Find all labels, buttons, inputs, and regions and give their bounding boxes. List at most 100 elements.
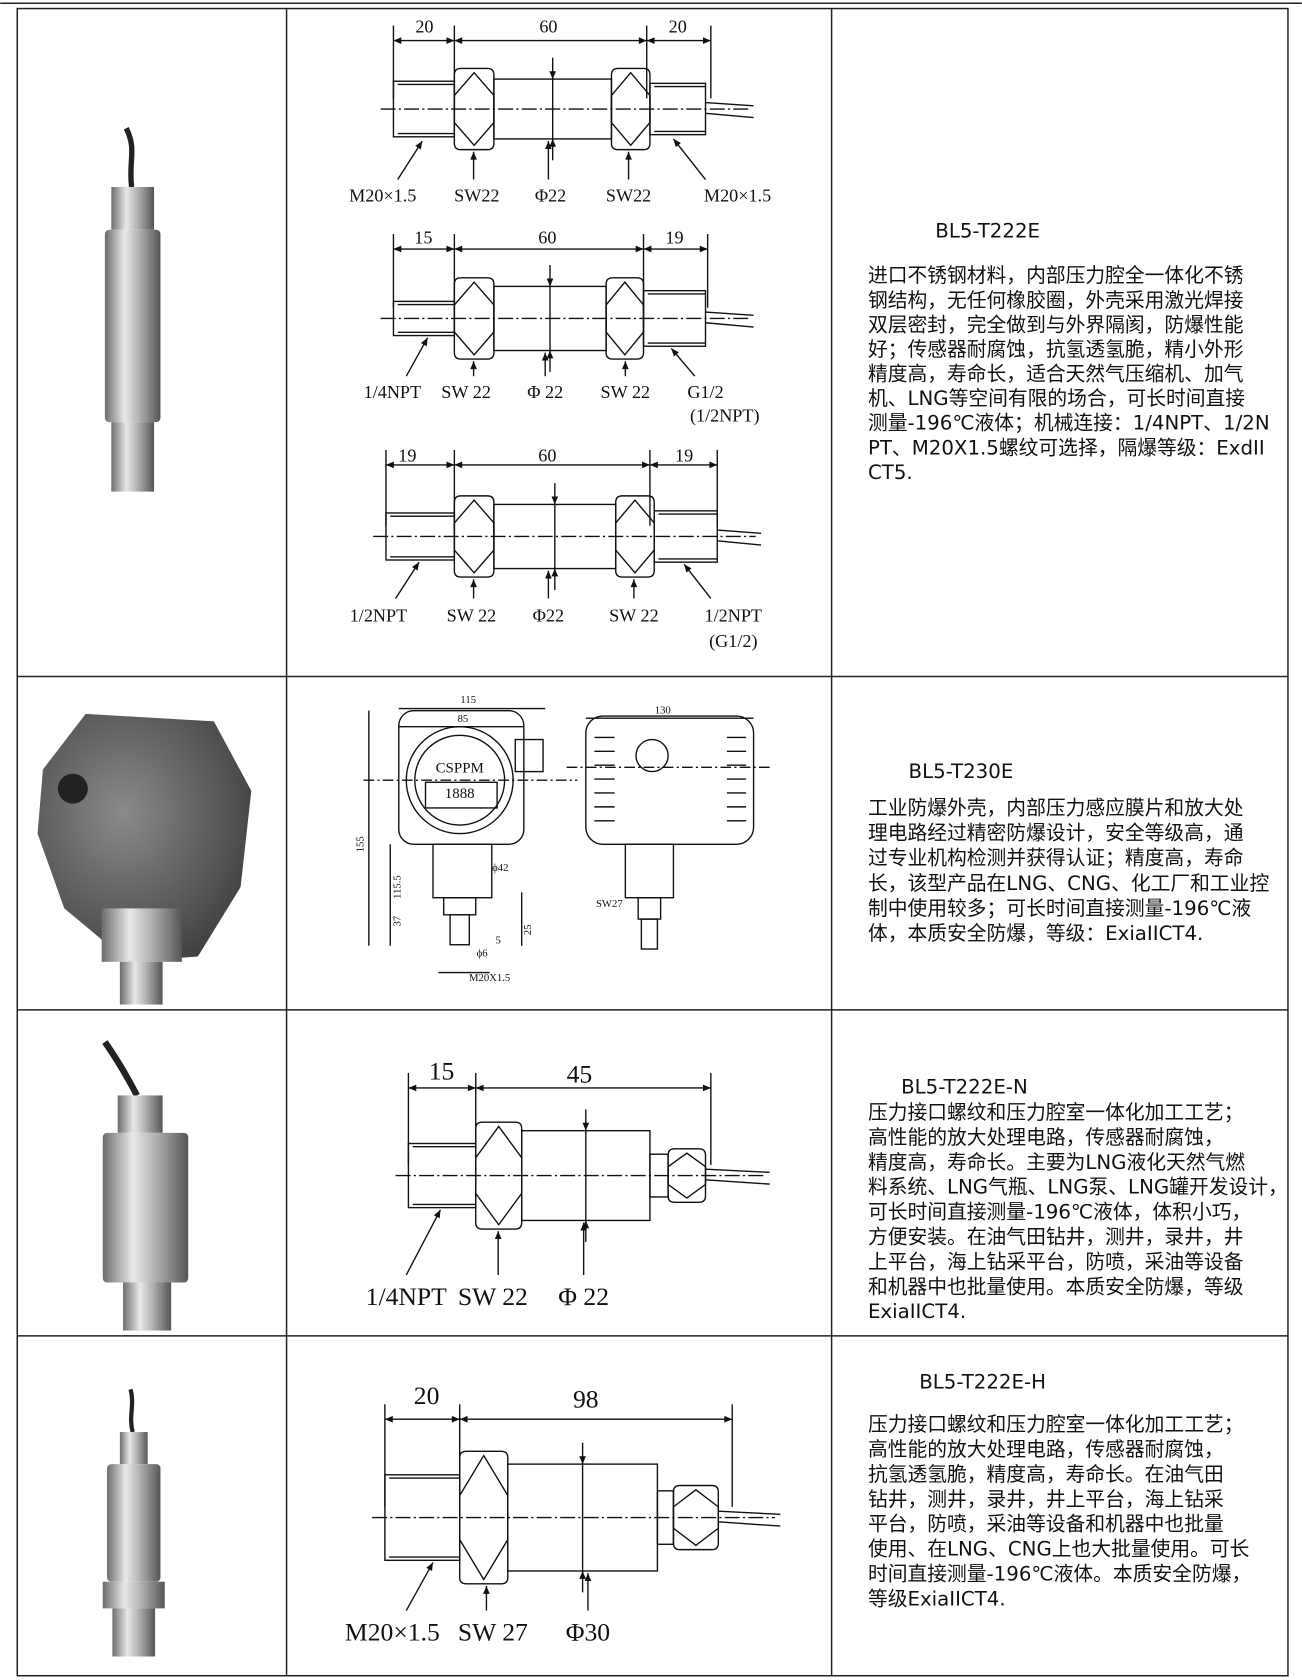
hex-face	[453, 499, 495, 574]
dimension-label: 130	[655, 705, 671, 717]
neck	[432, 843, 493, 899]
drawing-line	[705, 1179, 770, 1185]
description-line: 制中使用较多；可长时间直接测量-196℃液	[868, 897, 1252, 920]
description-line: 钻井，测井，录井，井上平台，海上钻采	[868, 1488, 1224, 1511]
arrow-head	[549, 71, 557, 80]
description-line: 高性能的放大处理电路，传感器耐腐蚀，	[868, 1126, 1224, 1149]
photo-1	[104, 127, 161, 492]
dimension-label: 1888	[445, 786, 475, 802]
descriptions: BL5-T222E 进口不锈钢材料，内部压力腔全一体化不锈钢结构，无任何橡胶圈，外…	[868, 219, 1288, 1610]
dimension-label: 20	[669, 17, 687, 37]
arrow-head	[649, 461, 658, 469]
dimension-label: SW22	[606, 186, 651, 206]
arrow-head	[699, 245, 708, 253]
hex-face	[667, 1152, 707, 1199]
description-line: 和机器中也批量使用。本质安全防爆，等级	[868, 1275, 1244, 1298]
arrow-head	[643, 245, 652, 253]
arrow-head	[393, 37, 402, 44]
arrow-head	[459, 1415, 468, 1423]
hex-face	[453, 281, 495, 356]
dimension-label: 1/2NPT	[350, 606, 408, 626]
description-line: 料系统、LNG气瓶、LNG泵、LNG罐开发设计，	[868, 1176, 1288, 1199]
arrow-head	[494, 1231, 502, 1240]
dimension-label: Φ22	[535, 186, 566, 206]
arrow-head	[635, 245, 644, 253]
arrow-head	[385, 461, 394, 469]
neck-side	[624, 843, 675, 899]
description-line: 压力接口螺纹和压力腔室一体化加工工艺；	[868, 1101, 1244, 1124]
arrow-head	[420, 337, 428, 347]
arrow-head	[724, 1415, 733, 1423]
description-line: 精度高，寿命长，适合天然气压缩机、加气	[868, 363, 1244, 386]
dimension-label: 19	[665, 227, 683, 247]
dimension-label: 98	[573, 1384, 599, 1413]
hex-face	[672, 1488, 720, 1547]
stem	[442, 897, 477, 916]
arrow-head	[433, 1209, 441, 1219]
arrow-head	[551, 496, 559, 505]
dimension-label: 1/2NPT	[705, 606, 763, 626]
arrow-head	[415, 141, 423, 150]
arrow-head	[630, 579, 638, 588]
thread	[449, 914, 471, 946]
dimension-label: Φ30	[566, 1617, 610, 1646]
description-line: 方便安装。在油气田钻井，测井，录井，井	[868, 1226, 1244, 1249]
dimension-label: M20X1.5	[469, 972, 510, 984]
dimension-label: 37	[392, 915, 404, 926]
arrow-head	[702, 1084, 711, 1092]
arrow-head	[483, 1585, 490, 1594]
sensor-part	[407, 1142, 477, 1209]
sensor-drawing: 20 60 20 M20×1.5 SW22 Φ22 SW22 M20×1.5	[349, 17, 771, 206]
description-line: 机、LNG等空间有限的场合，可长时间直接	[868, 387, 1245, 410]
arrow-head	[454, 245, 463, 253]
arrow-head	[646, 37, 655, 44]
model-name: BL5-T230E	[909, 760, 1014, 783]
dimension-label: SW 22	[441, 382, 491, 402]
dimension-label: 19	[398, 445, 416, 465]
description-line: 测量-196℃液体；机械连接：1/4NPT、1/2N	[868, 412, 1270, 435]
description-line: 工业防爆外壳，内部压力感应膜片和放大处	[868, 796, 1244, 819]
arrow-head	[638, 37, 647, 44]
dimension-label: 20	[414, 1381, 440, 1410]
dimension-label: ϕ42	[492, 862, 508, 874]
arrow-head	[446, 245, 455, 253]
drawing-line	[405, 1562, 434, 1611]
arrow-head	[673, 138, 681, 148]
arrow-head	[384, 1415, 393, 1423]
hex-nut	[672, 1484, 720, 1551]
description-line: PT、M20X1.5螺纹可选择，隔爆等级：ExdII	[868, 436, 1265, 459]
sensor-drawing: 20 98 M20×1.5 SW 27 Φ30	[345, 1381, 781, 1646]
dimension-label: 25	[522, 924, 534, 935]
dimension-label: 85	[458, 713, 469, 725]
hex-nut	[605, 277, 645, 360]
photo-4	[102, 1388, 165, 1657]
arrow-head	[671, 348, 679, 357]
drawings: 20 60 20 M20×1.5 SW22 Φ22 SW22 M20×1.5 15 60 19 1/4…	[345, 17, 781, 1646]
hex-face	[615, 499, 655, 574]
dimension-label: 15	[429, 1056, 455, 1085]
hex-nut	[615, 495, 655, 578]
description-line: 体，本质安全防爆，等级：ExiaIICT4.	[868, 922, 1203, 945]
product-photos	[37, 127, 252, 1657]
arrow-head	[546, 350, 554, 359]
dimension-label: 1/4NPT	[364, 382, 422, 402]
description-line: 压力接口螺纹和压力腔室一体化加工工艺；	[868, 1413, 1244, 1436]
arrow-head	[446, 461, 455, 469]
drawing-line	[705, 101, 754, 107]
arrow-head	[579, 1570, 586, 1579]
description-line: 长，该型产品在LNG、CNG、化工厂和工业控	[868, 872, 1270, 895]
drawing-line	[705, 311, 754, 316]
dimension-label: Φ22	[533, 606, 564, 626]
dimension-label: (G1/2)	[709, 631, 757, 652]
drawing-line	[705, 112, 754, 119]
arrow-head	[470, 361, 477, 370]
description-line: 抗氢透氢脆，精度高，寿命长。在油气田	[868, 1463, 1224, 1486]
hex-face	[475, 1125, 523, 1226]
dimension-label: 19	[675, 445, 693, 465]
arrow-head	[551, 568, 559, 577]
dimension-label: 60	[538, 445, 556, 465]
gland	[514, 738, 544, 773]
description-line: 可长时间直接测量-196℃液体，体积小巧，	[868, 1201, 1251, 1224]
description-line: 双层密封，完全做到与外界隔阂，防爆性能	[868, 313, 1244, 336]
dimension-label: 20	[415, 17, 433, 37]
